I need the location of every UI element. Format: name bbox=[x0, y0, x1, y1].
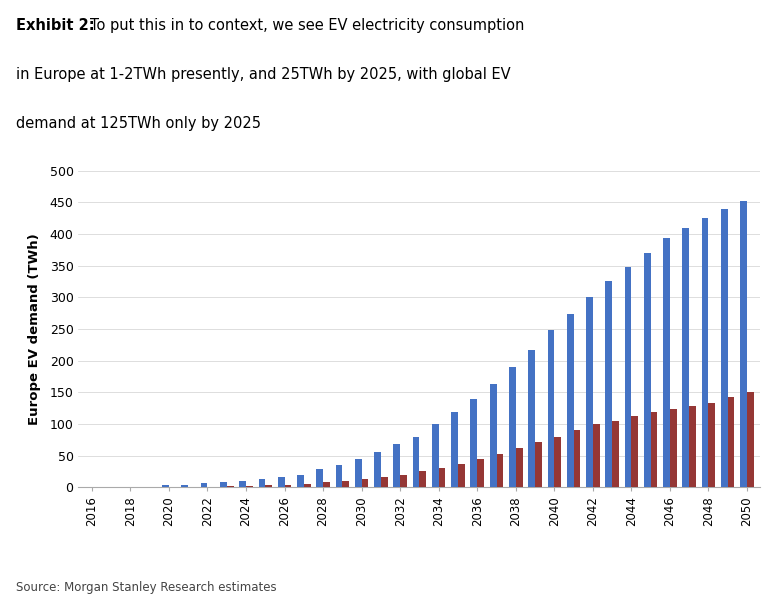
Bar bbox=[419, 471, 426, 487]
Bar bbox=[567, 314, 574, 487]
Text: To put this in to context, we see EV electricity consumption: To put this in to context, we see EV ele… bbox=[90, 18, 524, 33]
Bar bbox=[535, 442, 542, 487]
Bar bbox=[439, 468, 445, 487]
Bar bbox=[682, 228, 689, 487]
Bar bbox=[470, 398, 477, 487]
Bar bbox=[689, 406, 696, 487]
Bar bbox=[317, 469, 323, 487]
Bar bbox=[259, 479, 265, 487]
Bar bbox=[304, 484, 310, 487]
Bar bbox=[201, 484, 208, 487]
Bar bbox=[644, 253, 651, 487]
Bar bbox=[702, 218, 709, 487]
Bar bbox=[477, 459, 484, 487]
Y-axis label: Europe EV demand (TWh): Europe EV demand (TWh) bbox=[28, 233, 42, 424]
Bar bbox=[432, 424, 439, 487]
Bar bbox=[509, 367, 516, 487]
Text: Exhibit 2:: Exhibit 2: bbox=[16, 18, 94, 33]
Text: demand at 125TWh only by 2025: demand at 125TWh only by 2025 bbox=[16, 116, 260, 131]
Bar bbox=[265, 485, 272, 487]
Bar bbox=[612, 421, 619, 487]
Bar bbox=[586, 297, 593, 487]
Bar bbox=[554, 437, 561, 487]
Bar bbox=[361, 479, 368, 487]
Bar bbox=[336, 465, 343, 487]
Bar bbox=[670, 409, 677, 487]
Bar bbox=[220, 482, 227, 487]
Bar bbox=[285, 485, 292, 487]
Bar bbox=[412, 437, 419, 487]
Bar bbox=[381, 477, 387, 487]
Bar bbox=[343, 482, 349, 487]
Bar bbox=[496, 454, 503, 487]
Bar bbox=[355, 459, 361, 487]
Bar bbox=[605, 281, 612, 487]
Bar bbox=[728, 396, 735, 487]
Bar bbox=[528, 350, 535, 487]
Bar bbox=[740, 201, 747, 487]
Bar bbox=[323, 482, 330, 487]
Bar bbox=[593, 424, 600, 487]
Bar bbox=[516, 448, 522, 487]
Bar bbox=[721, 208, 728, 487]
Bar bbox=[747, 392, 753, 487]
Text: Source: Morgan Stanley Research estimates: Source: Morgan Stanley Research estimate… bbox=[16, 581, 276, 594]
Bar bbox=[297, 474, 304, 487]
Bar bbox=[162, 485, 169, 487]
Bar bbox=[574, 429, 580, 487]
Bar bbox=[239, 481, 246, 487]
Bar bbox=[246, 486, 252, 487]
Bar bbox=[452, 412, 458, 487]
Bar bbox=[663, 238, 670, 487]
Bar bbox=[490, 384, 496, 487]
Bar bbox=[547, 330, 554, 487]
Bar bbox=[374, 452, 381, 487]
Bar bbox=[227, 486, 234, 487]
Text: in Europe at 1-2TWh presently, and 25TWh by 2025, with global EV: in Europe at 1-2TWh presently, and 25TWh… bbox=[16, 67, 510, 82]
Bar bbox=[400, 474, 407, 487]
Bar bbox=[394, 444, 400, 487]
Bar bbox=[278, 477, 285, 487]
Bar bbox=[631, 415, 638, 487]
Bar bbox=[458, 464, 465, 487]
Bar bbox=[625, 267, 631, 487]
Bar bbox=[181, 485, 188, 487]
Bar bbox=[651, 412, 658, 487]
Bar bbox=[709, 403, 715, 487]
